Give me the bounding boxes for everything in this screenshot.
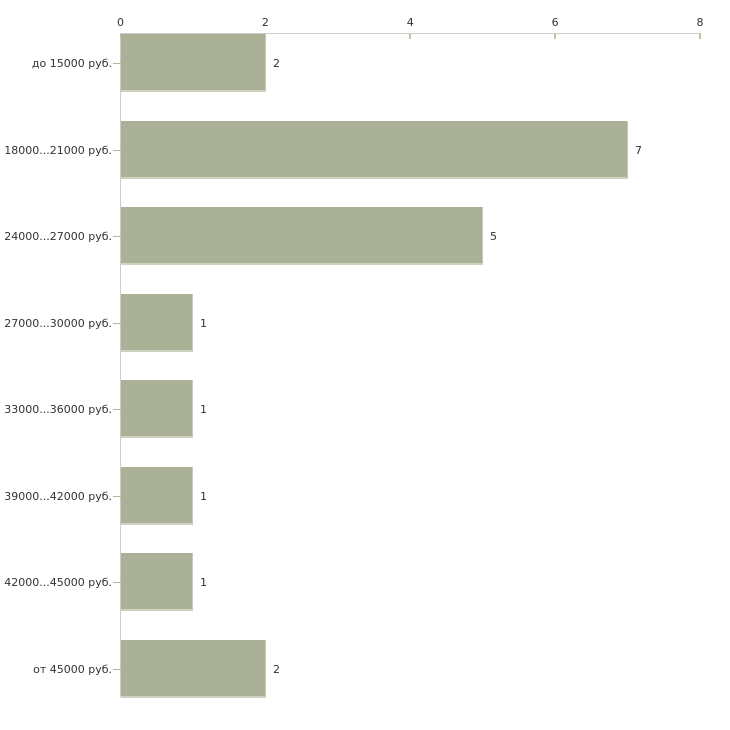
y-tick-mark xyxy=(113,496,121,497)
category-label: 33000...36000 руб. xyxy=(4,402,112,416)
bar xyxy=(121,640,266,698)
y-tick-mark xyxy=(113,409,121,410)
bar xyxy=(121,34,266,92)
value-label: 5 xyxy=(490,229,497,243)
value-label: 7 xyxy=(635,143,642,157)
value-label: 1 xyxy=(200,402,207,416)
x-tick-label: 8 xyxy=(696,16,704,29)
category-label: до 15000 руб. xyxy=(31,56,112,70)
y-tick-mark xyxy=(113,63,121,64)
x-tick-mark xyxy=(119,34,122,39)
category-label: 39000...42000 руб. xyxy=(4,489,112,503)
category-label: 18000...21000 руб. xyxy=(4,143,112,157)
value-label: 2 xyxy=(273,56,280,70)
category-label: 42000...45000 руб. xyxy=(4,575,112,589)
x-tick-mark xyxy=(699,34,702,39)
y-tick-mark xyxy=(113,669,121,670)
x-tick-label: 2 xyxy=(261,16,269,29)
value-label: 1 xyxy=(200,575,207,589)
category-label: 27000...30000 руб. xyxy=(4,316,112,330)
x-tick-label: 4 xyxy=(406,16,414,29)
x-tick-label: 6 xyxy=(551,16,559,29)
bar xyxy=(121,294,193,352)
x-tick-mark xyxy=(409,34,412,39)
bar xyxy=(121,467,193,525)
y-tick-mark xyxy=(113,236,121,237)
bar xyxy=(121,207,483,265)
x-tick-mark xyxy=(554,34,557,39)
y-axis-line xyxy=(120,33,121,697)
y-tick-mark xyxy=(113,150,121,151)
bar xyxy=(121,121,628,179)
value-label: 1 xyxy=(200,316,207,330)
x-axis-line xyxy=(120,33,701,34)
value-label: 2 xyxy=(273,662,280,676)
value-label: 1 xyxy=(200,489,207,503)
x-tick-label: 0 xyxy=(117,16,124,29)
category-label: от 45000 руб. xyxy=(33,662,112,676)
category-label: 24000...27000 руб. xyxy=(4,229,112,243)
bar xyxy=(121,380,193,438)
y-tick-mark xyxy=(113,582,121,583)
bar xyxy=(121,553,193,611)
y-tick-mark xyxy=(113,323,121,324)
